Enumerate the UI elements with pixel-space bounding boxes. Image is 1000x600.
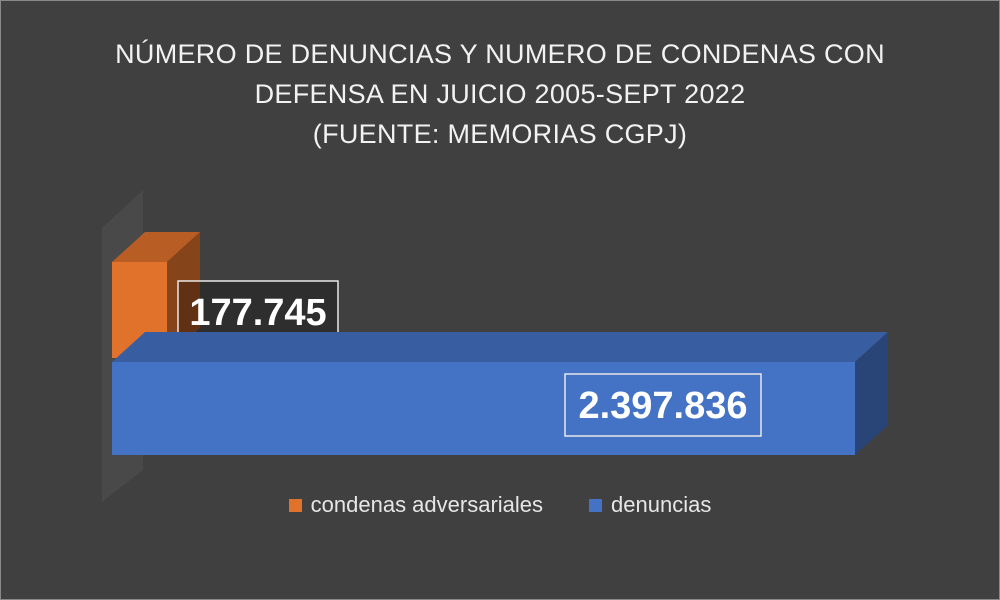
bar-top-denuncias xyxy=(112,332,888,362)
bar-side-denuncias xyxy=(855,332,888,455)
chart-title: NÚMERO DE DENUNCIAS Y NUMERO DE CONDENAS… xyxy=(0,34,1000,154)
bar-top-condenas xyxy=(112,232,201,262)
data-label-denuncias: 2.397.836 xyxy=(578,385,747,427)
legend-item-condenas: condenas adversariales xyxy=(288,492,544,518)
chart-title-line-2: DEFENSA EN JUICIO 2005-SEPT 2022 xyxy=(254,79,746,109)
data-label-box-denuncias xyxy=(564,373,762,437)
legend-swatch-denuncias xyxy=(589,498,603,512)
chart-title-line-3: (FUENTE: MEMORIAS CGPJ) xyxy=(312,119,688,149)
bar-side-condenas xyxy=(167,232,201,358)
legend-item-denuncias: denuncias xyxy=(589,492,711,518)
legend-label-condenas: condenas adversariales xyxy=(310,492,544,517)
chart-legend: condenas adversariales denuncias xyxy=(0,492,1000,518)
data-label-condenas: 177.745 xyxy=(189,292,326,334)
bar-front-denuncias xyxy=(112,362,855,455)
legend-label-denuncias: denuncias xyxy=(611,492,712,517)
legend-swatch-condenas xyxy=(288,498,302,512)
chart-title-line-1: NÚMERO DE DENUNCIAS Y NUMERO DE CONDENAS… xyxy=(115,39,885,69)
